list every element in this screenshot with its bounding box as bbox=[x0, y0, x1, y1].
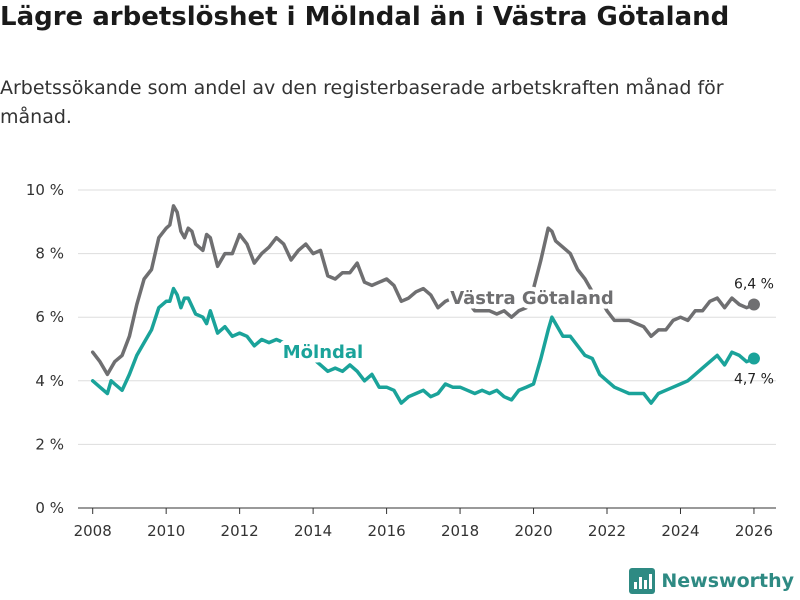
y-tick-label: 0 % bbox=[35, 499, 64, 517]
gridlines bbox=[78, 189, 776, 445]
brand-name: Newsworthy bbox=[661, 570, 794, 592]
x-tick-label: 2010 bbox=[147, 522, 185, 540]
page-title: Lägre arbetslöshet i Mölndal än i Västra… bbox=[0, 2, 730, 32]
x-axis: 2008 2010 2012 2014 2016 2018 2020 2022 2024 2026 bbox=[74, 507, 776, 540]
series-label-molndal: Mölndal bbox=[283, 342, 363, 363]
series-label-halo: Mölndal bbox=[283, 342, 363, 363]
page-subtitle: Arbetssökande som andel av den registerb… bbox=[0, 77, 724, 128]
brand-logo: Newsworthy bbox=[629, 568, 794, 594]
series-label-halo: Västra Götaland bbox=[450, 288, 614, 309]
series-line-vastra-gotaland bbox=[90, 204, 756, 377]
series-line-molndal bbox=[90, 286, 756, 405]
y-axis-labels: 0 % 2 % 4 % 6 % 8 % 10 % bbox=[26, 181, 64, 517]
endpoint-marker-molndal bbox=[747, 352, 760, 365]
series-label-vastra-gotaland: Västra Götaland bbox=[450, 288, 614, 309]
x-tick-label: 2014 bbox=[294, 522, 332, 540]
y-tick-label: 4 % bbox=[35, 372, 64, 390]
y-tick-label: 2 % bbox=[35, 435, 64, 453]
x-tick-label: 2016 bbox=[367, 522, 405, 540]
series-lines bbox=[90, 204, 760, 405]
y-tick-label: 8 % bbox=[35, 245, 64, 263]
x-tick-label: 2012 bbox=[221, 522, 259, 540]
newsworthy-logo-icon bbox=[629, 568, 656, 594]
x-tick-label: 2024 bbox=[661, 522, 699, 540]
x-tick-label: 2022 bbox=[588, 522, 626, 540]
y-tick-label: 6 % bbox=[35, 308, 64, 326]
y-tick-label: 10 % bbox=[26, 181, 64, 199]
x-tick-label: 2008 bbox=[74, 522, 112, 540]
x-tick-label: 2026 bbox=[735, 522, 773, 540]
endpoint-marker-vastra-gotaland bbox=[747, 298, 760, 311]
end-value-label-molndal: 4,7 % bbox=[734, 372, 774, 388]
x-tick-label: 2020 bbox=[514, 522, 552, 540]
end-value-label-vastra-gotaland: 6,4 % bbox=[734, 276, 774, 292]
x-tick-label: 2018 bbox=[441, 522, 479, 540]
